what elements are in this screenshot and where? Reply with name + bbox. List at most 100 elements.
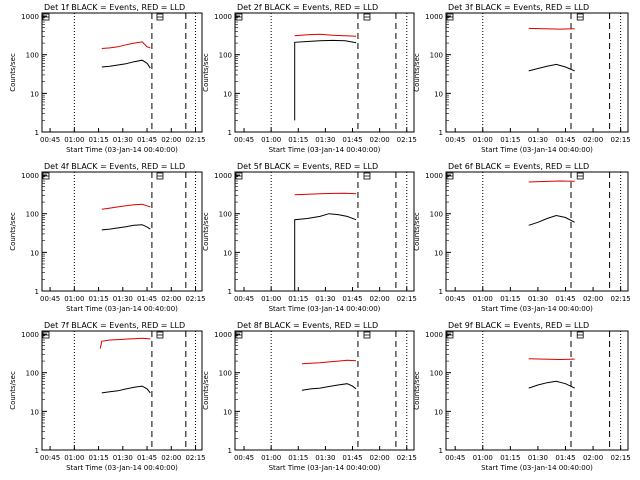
series-line-lld [302, 360, 356, 364]
series-line-events [295, 214, 356, 291]
x-tick-label: 02:15 [185, 295, 205, 303]
x-tick-label: 01:15 [500, 295, 520, 303]
y-tick-label: 100 [430, 52, 443, 60]
y-tick-label: 1000 [214, 331, 232, 339]
series-line-events [529, 64, 575, 71]
y-tick-label: 1 [439, 129, 443, 137]
y-tick-label: 1000 [425, 172, 443, 180]
x-tick-label: 01:45 [342, 454, 362, 462]
chart-panel-6: Det 6f BLACK = Events, RED = LLD 1 10 100 10… [413, 162, 631, 313]
series-line-events [102, 60, 151, 68]
series-line-lld [100, 338, 150, 348]
chart-title: Det 6f BLACK = Events, RED = LLD [448, 162, 589, 171]
x-tick-label: 02:00 [161, 454, 181, 462]
plot-frame [42, 13, 202, 132]
y-tick-label: 1000 [214, 172, 232, 180]
x-tick-label: 01:00 [64, 295, 84, 303]
y-axis-label: Counts/sec [413, 371, 421, 410]
series-line-events [529, 381, 575, 388]
chart-panel-3: Det 3f BLACK = Events, RED = LLD 1 10 100 10… [413, 3, 631, 154]
x-tick-label: 01:00 [473, 136, 493, 144]
series-line-events [102, 225, 151, 230]
plot-frame [235, 172, 414, 291]
x-tick-label: 02:00 [583, 295, 603, 303]
x-axis-label: Start Time (03-Jan-14 00:40:00) [66, 305, 178, 313]
y-tick-label: 100 [219, 52, 232, 60]
y-tick-label: 1000 [21, 331, 39, 339]
x-axis-label: Start Time (03-Jan-14 00:40:00) [481, 146, 593, 154]
series-line-events [529, 216, 575, 226]
y-tick-label: 10 [434, 90, 443, 98]
plot-frame [446, 331, 628, 450]
x-tick-label: 00:45 [234, 454, 254, 462]
x-tick-label: 01:45 [137, 454, 157, 462]
plot-frame [235, 331, 414, 450]
y-tick-label: 100 [26, 211, 39, 219]
chart-title: Det 5f BLACK = Events, RED = LLD [237, 162, 378, 171]
x-tick-label: 01:15 [288, 454, 308, 462]
x-axis-label: Start Time (03-Jan-14 00:40:00) [269, 146, 381, 154]
x-tick-label: 02:00 [161, 295, 181, 303]
x-tick-label: 01:15 [88, 454, 108, 462]
x-tick-label: 02:15 [185, 136, 205, 144]
y-tick-label: 10 [30, 249, 39, 257]
y-tick-label: 1 [228, 447, 232, 455]
x-tick-label: 00:45 [445, 454, 465, 462]
x-tick-label: 01:30 [113, 295, 133, 303]
chart-panel-5: Det 5f BLACK = Events, RED = LLD 1 10 100 10… [202, 162, 417, 313]
y-tick-label: 10 [434, 408, 443, 416]
y-tick-label: 1 [228, 288, 232, 296]
y-tick-label: 10 [223, 249, 232, 257]
y-axis-label: Counts/sec [202, 212, 210, 251]
y-tick-label: 1000 [425, 331, 443, 339]
y-tick-label: 10 [30, 408, 39, 416]
x-tick-label: 02:00 [370, 295, 390, 303]
y-tick-label: 1 [35, 129, 39, 137]
series-line-events [302, 384, 356, 391]
series-line-lld [102, 42, 151, 49]
y-axis-label: Counts/sec [9, 53, 17, 92]
y-tick-label: 100 [430, 211, 443, 219]
chart-title: Det 4f BLACK = Events, RED = LLD [44, 162, 185, 171]
x-tick-label: 02:00 [583, 136, 603, 144]
chart-panel-1: Det 1f BLACK = Events, RED = LLD 1 10 100 10… [9, 3, 206, 154]
x-tick-label: 01:45 [555, 136, 575, 144]
plot-frame [446, 13, 628, 132]
x-tick-label: 01:15 [288, 136, 308, 144]
y-axis-label: Counts/sec [202, 53, 210, 92]
detector-lightcurve-grid: Det 1f BLACK = Events, RED = LLD11010010… [0, 0, 640, 480]
x-tick-label: 00:45 [40, 295, 60, 303]
y-tick-label: 1000 [21, 13, 39, 21]
x-tick-label: 02:00 [370, 454, 390, 462]
y-axis-label: Counts/sec [413, 53, 421, 92]
x-tick-label: 01:30 [113, 136, 133, 144]
series-line-lld [295, 193, 356, 195]
plot-frame [235, 13, 414, 132]
y-tick-label: 10 [30, 90, 39, 98]
chart-panel-8: Det 8f BLACK = Events, RED = LLD 1 10 100 10… [202, 321, 417, 472]
x-tick-label: 01:45 [342, 295, 362, 303]
y-tick-label: 1 [35, 447, 39, 455]
y-tick-label: 1 [228, 129, 232, 137]
x-tick-label: 01:45 [342, 136, 362, 144]
series-line-lld [529, 181, 575, 182]
x-tick-label: 01:45 [137, 295, 157, 303]
x-tick-label: 01:00 [64, 136, 84, 144]
x-axis-label: Start Time (03-Jan-14 00:40:00) [269, 464, 381, 472]
x-tick-label: 02:15 [397, 295, 417, 303]
x-tick-label: 01:15 [88, 295, 108, 303]
x-tick-label: 01:45 [137, 136, 157, 144]
y-tick-label: 10 [434, 249, 443, 257]
x-tick-label: 00:45 [445, 295, 465, 303]
y-tick-label: 100 [219, 211, 232, 219]
x-tick-label: 02:15 [185, 454, 205, 462]
x-tick-label: 01:30 [528, 454, 548, 462]
x-axis-label: Start Time (03-Jan-14 00:40:00) [66, 146, 178, 154]
x-tick-label: 01:30 [528, 136, 548, 144]
x-tick-label: 00:45 [234, 136, 254, 144]
y-tick-label: 1 [439, 288, 443, 296]
series-line-events [295, 40, 356, 120]
series-line-lld [102, 204, 151, 209]
x-tick-label: 01:15 [288, 295, 308, 303]
y-axis-label: Counts/sec [202, 371, 210, 410]
